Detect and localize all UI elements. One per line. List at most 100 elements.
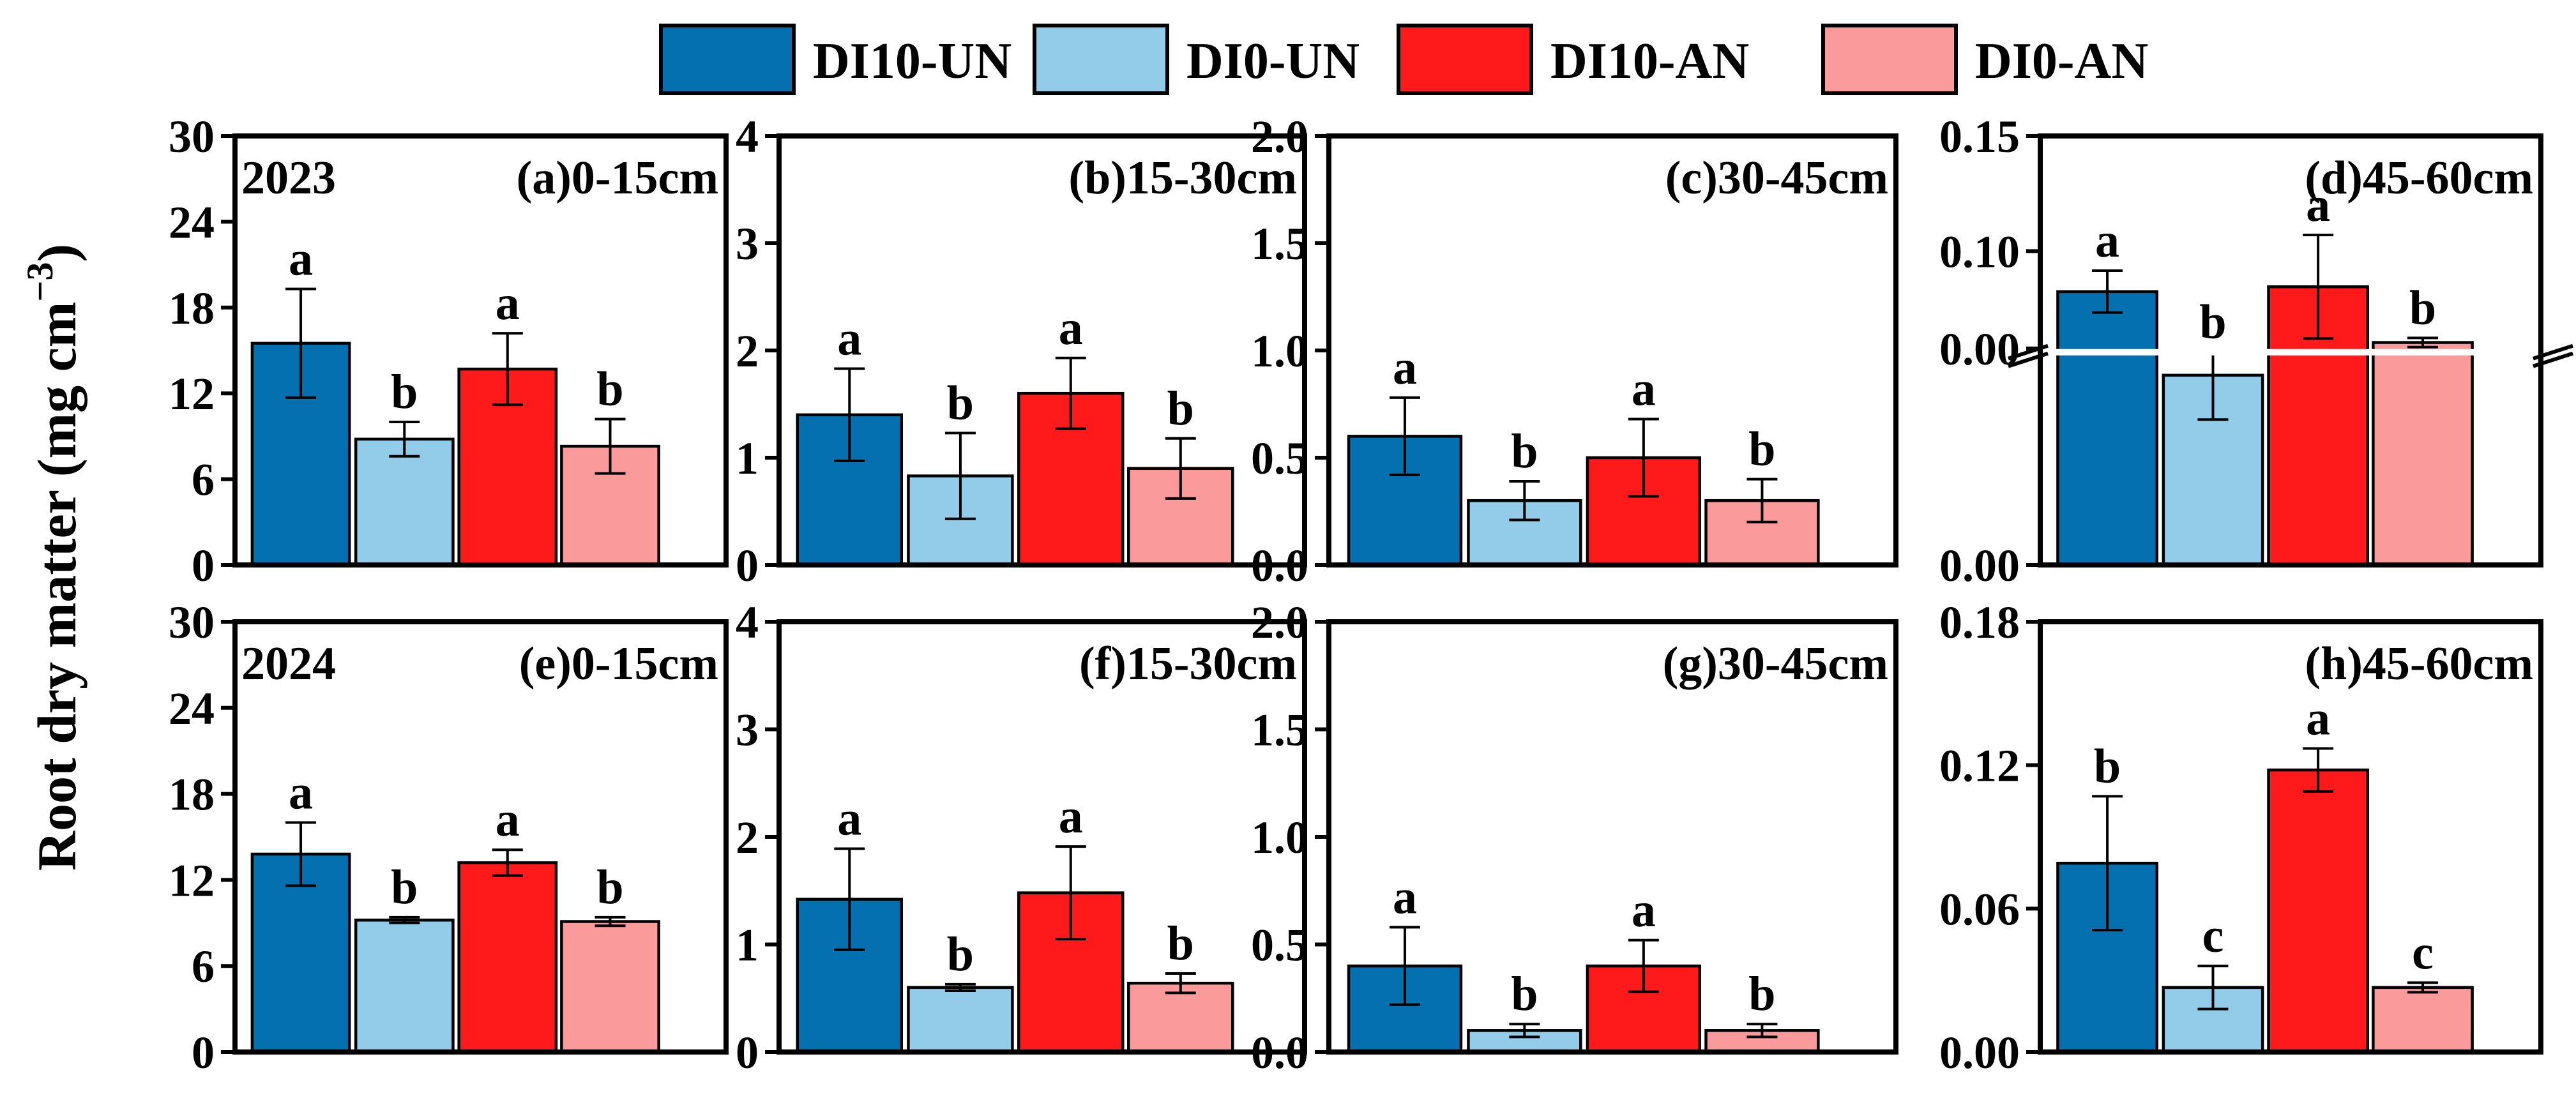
panel-title: (g)30-45cm	[1663, 638, 1888, 690]
significance-letter: a	[1059, 790, 1083, 843]
panel-f: a b a b 0 1 2 3 4 (f)15-30cm	[736, 597, 1307, 1078]
legend-swatch	[1033, 24, 1169, 95]
y-tick-label: 2.0	[1251, 111, 1308, 162]
panels: abab0612182430(a)0-15cm2023abab01234(b)1…	[169, 111, 2573, 1078]
significance-letter: b	[2094, 739, 2121, 793]
y-tick-label: 3	[736, 218, 759, 269]
legend: DI10-UN DI0-UN DI10-AN DI0-AN	[659, 24, 2148, 95]
y-tick-label: 6	[192, 455, 215, 506]
y-tick-label: 30	[169, 111, 215, 162]
y-tick-label: 18	[169, 283, 215, 334]
panel-title: (d)45-60cm	[2305, 152, 2533, 204]
legend-item-di0-an: DI0-AN	[1821, 24, 2148, 95]
y-tick-label: 0	[192, 1027, 215, 1078]
bar-di10-an	[2267, 768, 2369, 1054]
significance-letter: a	[837, 312, 861, 366]
bar-di0-an	[2372, 986, 2474, 1054]
y-tick-label: 0.0	[1251, 1027, 1308, 1078]
bar-di10-un	[250, 852, 351, 1054]
legend-label: DI0-AN	[1975, 33, 2148, 89]
significance-letter: b	[1167, 382, 1194, 435]
y-tick-label: 2.0	[1251, 597, 1308, 648]
significance-letter: a	[1632, 883, 1656, 937]
y-tick-label: 0.5	[1251, 920, 1308, 971]
significance-letter: b	[1511, 967, 1538, 1021]
panel-title: (h)45-60cm	[2305, 638, 2533, 690]
legend-item-di0-un: DI0-UN	[1033, 24, 1360, 95]
significance-letter: a	[1393, 341, 1417, 395]
significance-letter: b	[2199, 296, 2226, 349]
y-tick-label: 12	[169, 855, 215, 906]
y-axis-label-main: Root dry matter (mg cm	[26, 302, 87, 871]
panel-frame	[232, 133, 729, 568]
y-tick-label: 0.00	[1939, 1027, 2020, 1078]
legend-item-di10-an: DI10-AN	[1397, 24, 1749, 95]
bar-di10-an	[457, 861, 558, 1054]
bar-di0-un	[354, 919, 455, 1054]
significance-letter: c	[2202, 909, 2224, 963]
y-tick-label: 0	[736, 1027, 759, 1078]
bar-di0-un	[907, 986, 1014, 1054]
panel-title: (b)15-30cm	[1068, 152, 1297, 204]
panel-d: a b a b 0.00 0.00 0.10 0.15 (d)45-60cm	[1939, 111, 2573, 591]
legend-label: DI10-AN	[1550, 33, 1749, 89]
legend-swatch	[659, 24, 796, 95]
y-tick-label: 0.00	[1939, 324, 2020, 375]
panel-frame	[232, 619, 729, 1055]
y-axis-label: Root dry matter (mg cm−3)	[19, 244, 87, 871]
y-tick-label: 1.5	[1251, 705, 1308, 756]
y-tick-label: 24	[169, 197, 215, 248]
y-tick-label: 3	[736, 705, 759, 756]
legend-label: DI10-UN	[813, 33, 1011, 89]
significance-letter: a	[2306, 691, 2330, 745]
y-tick-label: 0.18	[1939, 597, 2020, 648]
significance-letter: a	[496, 276, 520, 330]
y-tick-label: 4	[736, 111, 759, 162]
significance-letter: a	[1632, 363, 1656, 416]
significance-letter: a	[837, 792, 861, 846]
y-axis-label-close: )	[26, 244, 87, 262]
y-tick-label: 2	[736, 326, 759, 377]
significance-letter: b	[947, 376, 974, 430]
panel-a: a b a b 0 6 12 18 24 30 (a)0-15cm 2023	[169, 111, 729, 591]
panel-title: (a)0-15cm	[517, 152, 718, 204]
y-tick-label: 12	[169, 368, 215, 419]
year-label: 2023	[241, 152, 336, 204]
y-tick-label: 1.0	[1251, 812, 1308, 863]
y-tick-label: 6	[192, 941, 215, 992]
bar-di0-an	[560, 920, 660, 1054]
significance-letter: b	[391, 861, 418, 914]
y-tick-label: 0.12	[1939, 740, 2020, 792]
y-tick-label: 2	[736, 812, 759, 863]
significance-letter: a	[2306, 178, 2330, 232]
significance-letter: a	[496, 793, 520, 846]
y-tick-label: 1	[736, 433, 759, 484]
panel-title: (f)15-30cm	[1079, 638, 1297, 690]
y-tick-label: 24	[169, 683, 215, 734]
year-label: 2024	[241, 638, 336, 690]
y-tick-label: 0.0	[1251, 540, 1308, 591]
panel-frame	[2038, 619, 2543, 1055]
significance-letter: b	[1748, 967, 1775, 1021]
bar-di10-un	[2056, 290, 2158, 567]
y-tick-label: 0.15	[1939, 111, 2020, 162]
panel-e: a b a b 0 6 12 18 24 30 (e)0-15cm 2024	[169, 597, 729, 1078]
y-tick-label: 0	[192, 540, 215, 591]
significance-letter: b	[1167, 917, 1194, 970]
y-tick-label: 4	[736, 597, 759, 648]
panel-title: (c)30-45cm	[1665, 152, 1888, 204]
y-tick-label: 0.10	[1939, 226, 2020, 277]
significance-letter: c	[2412, 926, 2434, 979]
significance-letter: a	[289, 766, 313, 820]
significance-letter: a	[2095, 214, 2119, 267]
y-tick-label: 0	[736, 540, 759, 591]
legend-swatch	[1397, 24, 1533, 95]
significance-letter: b	[947, 928, 974, 981]
panel-g: a b a b 0.0 0.5 1.0 1.5 2.0 (g)30-45cm	[1251, 597, 1898, 1078]
y-tick-label: 0.5	[1251, 433, 1308, 484]
y-tick-label: 18	[169, 769, 215, 820]
significance-letter: b	[2409, 281, 2436, 335]
significance-letter: b	[1748, 423, 1775, 476]
